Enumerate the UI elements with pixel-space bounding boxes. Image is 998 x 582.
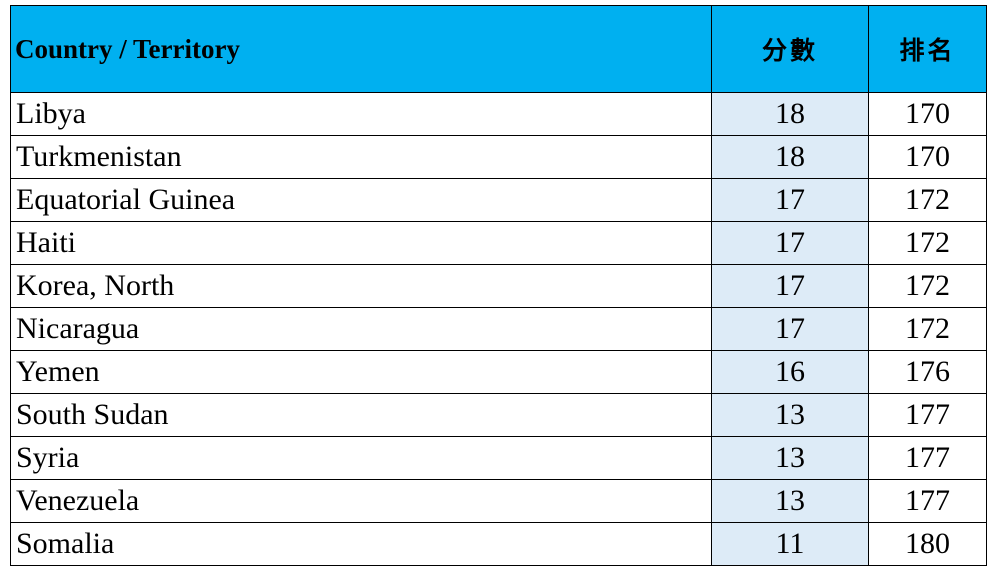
cell-country: Libya [10,92,712,136]
table-body: Libya 18 170 Turkmenistan 18 170 Equator… [10,92,987,566]
cell-score: 13 [711,393,869,437]
cell-rank: 177 [868,393,987,437]
ranking-table: Country / Territory 分數 排名 Libya 18 170 T… [10,5,987,566]
table-row: Haiti 17 172 [10,221,987,265]
cell-rank: 172 [868,307,987,351]
cell-score: 17 [711,221,869,265]
cell-country: Venezuela [10,479,712,523]
table-row: Nicaragua 17 172 [10,307,987,351]
cell-score: 13 [711,436,869,480]
cell-country: Nicaragua [10,307,712,351]
header-rank: 排名 [868,5,987,93]
cell-score: 18 [711,135,869,179]
table-row: Syria 13 177 [10,436,987,480]
cell-country: Syria [10,436,712,480]
cell-rank: 177 [868,479,987,523]
cell-rank: 170 [868,92,987,136]
header-row: Country / Territory 分數 排名 [10,5,987,93]
table-row: Yemen 16 176 [10,350,987,394]
cell-score: 16 [711,350,869,394]
table-header: Country / Territory 分數 排名 [10,5,987,93]
cell-country: Turkmenistan [10,135,712,179]
table-row: Korea, North 17 172 [10,264,987,308]
header-country: Country / Territory [10,5,712,93]
cell-rank: 177 [868,436,987,480]
table-row: Venezuela 13 177 [10,479,987,523]
table-row: Equatorial Guinea 17 172 [10,178,987,222]
ranking-table-container: Country / Territory 分數 排名 Libya 18 170 T… [10,5,987,566]
cell-score: 17 [711,178,869,222]
header-score: 分數 [711,5,869,93]
cell-score: 17 [711,264,869,308]
cell-score: 11 [711,522,869,566]
cell-rank: 172 [868,221,987,265]
cell-score: 13 [711,479,869,523]
cell-country: Korea, North [10,264,712,308]
table-row: Somalia 11 180 [10,522,987,566]
cell-country: Somalia [10,522,712,566]
cell-rank: 172 [868,264,987,308]
cell-rank: 172 [868,178,987,222]
cell-country: Yemen [10,350,712,394]
cell-country: South Sudan [10,393,712,437]
cell-rank: 176 [868,350,987,394]
cell-country: Haiti [10,221,712,265]
cell-rank: 180 [868,522,987,566]
table-row: Libya 18 170 [10,92,987,136]
cell-rank: 170 [868,135,987,179]
table-row: Turkmenistan 18 170 [10,135,987,179]
cell-country: Equatorial Guinea [10,178,712,222]
cell-score: 18 [711,92,869,136]
cell-score: 17 [711,307,869,351]
table-row: South Sudan 13 177 [10,393,987,437]
